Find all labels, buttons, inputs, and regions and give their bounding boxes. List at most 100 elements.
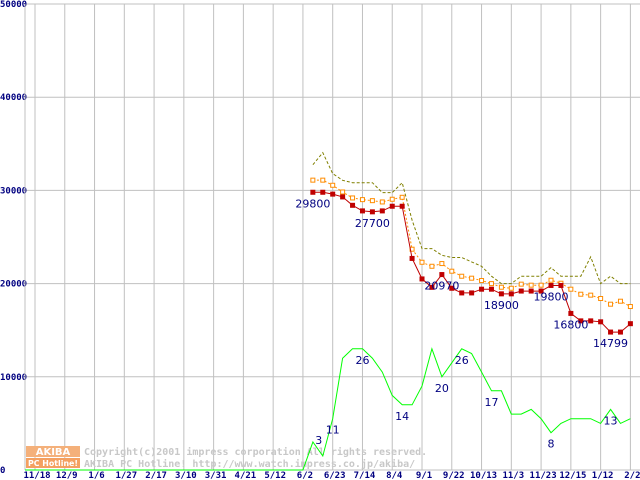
x-tick-label: 11/23	[530, 471, 557, 480]
data-label: 27700	[355, 217, 390, 230]
data-point-min	[488, 286, 494, 292]
data-point-min	[350, 202, 356, 208]
y-tick-label: 30000	[0, 186, 27, 196]
x-tick-label: 9/22	[443, 471, 465, 480]
data-point-average	[320, 177, 326, 183]
data-label: 26	[455, 354, 469, 367]
data-label: 26	[355, 354, 369, 367]
data-point-average	[568, 286, 574, 292]
data-point-min	[578, 318, 584, 324]
data-point-min	[518, 288, 524, 294]
series-line-max	[312, 151, 631, 285]
logo-text-bottom: PC Hotline!	[28, 459, 78, 468]
x-tick-label: 5/12	[264, 471, 286, 480]
series-line-shops	[25, 347, 631, 471]
data-label: 29800	[295, 197, 330, 210]
site-url-text: AKIBA PC Hotline! http://www.watch.impre…	[84, 458, 415, 470]
data-point-average	[608, 301, 614, 307]
data-point-min	[429, 284, 435, 290]
data-point-min	[399, 203, 405, 209]
data-point-average	[627, 304, 633, 310]
data-point-average	[598, 296, 604, 302]
data-point-min	[439, 272, 445, 278]
data-point-average	[389, 196, 395, 202]
data-point-min	[459, 290, 465, 296]
data-label: 14	[395, 410, 409, 423]
y-tick-label: 10000	[0, 373, 27, 383]
data-point-average	[538, 282, 544, 288]
data-label: 20	[435, 382, 449, 395]
data-point-average	[548, 277, 554, 283]
x-tick-label: 2/17	[145, 471, 167, 480]
data-point-min	[320, 189, 326, 195]
y-tick-label: 40000	[0, 93, 27, 103]
data-point-average	[528, 282, 534, 288]
data-point-average	[498, 284, 504, 290]
data-point-min	[379, 208, 385, 214]
data-point-min	[588, 318, 594, 324]
data-point-min	[310, 189, 316, 195]
data-label: 18900	[484, 299, 519, 312]
data-point-min	[598, 319, 604, 325]
data-point-average	[459, 273, 465, 279]
data-point-average	[330, 182, 336, 188]
data-point-min	[449, 285, 455, 291]
data-point-average	[429, 263, 435, 269]
x-tick-label: 12/9	[56, 471, 78, 480]
data-point-min	[469, 290, 475, 296]
x-tick-label: 10/13	[470, 471, 497, 480]
x-tick-label: 4/21	[235, 471, 257, 480]
y-tick-label: 50000	[0, 0, 27, 10]
data-label: 11	[326, 424, 340, 437]
x-tick-label: 1/12	[592, 471, 614, 480]
watermark: AKIBA PC Hotline! Copyright(c)2001 impre…	[26, 446, 427, 470]
data-point-min	[608, 329, 614, 335]
x-tick-label: 11/3	[502, 471, 524, 480]
data-point-average	[518, 281, 524, 287]
data-point-min	[558, 282, 564, 288]
data-point-min	[419, 276, 425, 282]
data-label: 3	[315, 434, 322, 447]
data-point-min	[548, 282, 554, 288]
x-tick-label: 11/18	[23, 471, 50, 480]
data-point-average	[508, 285, 514, 291]
y-tick-label: 0	[0, 466, 5, 476]
data-point-min	[330, 191, 336, 197]
data-point-average	[369, 198, 375, 204]
data-point-min	[508, 291, 514, 297]
x-tick-label: 6/2	[297, 471, 313, 480]
data-point-average	[469, 275, 475, 281]
data-point-min	[389, 203, 395, 209]
data-point-min	[617, 329, 623, 335]
x-tick-label: 7/14	[354, 471, 376, 480]
data-point-min	[369, 209, 375, 215]
x-tick-label: 3/10	[175, 471, 197, 480]
x-tick-label: 1/6	[88, 471, 104, 480]
data-point-average	[310, 177, 316, 183]
x-tick-label: 1/27	[115, 471, 137, 480]
data-label: 16800	[553, 318, 588, 331]
data-point-min	[627, 321, 633, 327]
y-tick-label: 20000	[0, 280, 27, 290]
data-point-average	[488, 281, 494, 287]
logo-text-top: AKIBA	[36, 447, 71, 458]
labels-layer: 29800 27700 20970 18900 19800 16800 14799 3 11 26…	[295, 197, 628, 450]
data-label: 8	[548, 438, 555, 451]
data-point-average	[479, 278, 485, 284]
data-point-average	[359, 197, 365, 203]
data-label: 13	[604, 414, 618, 427]
logo-top-bg	[26, 446, 80, 457]
data-point-average	[617, 298, 623, 304]
data-point-min	[538, 288, 544, 294]
x-tick-label: 12/15	[559, 471, 586, 480]
data-point-average	[379, 199, 385, 205]
data-point-average	[419, 259, 425, 265]
data-point-min	[409, 255, 415, 261]
data-label: 19800	[534, 290, 569, 303]
x-tick-label: 8/4	[386, 471, 403, 480]
data-point-min	[340, 194, 346, 200]
data-point-average	[350, 195, 356, 201]
data-point-min	[528, 288, 534, 294]
